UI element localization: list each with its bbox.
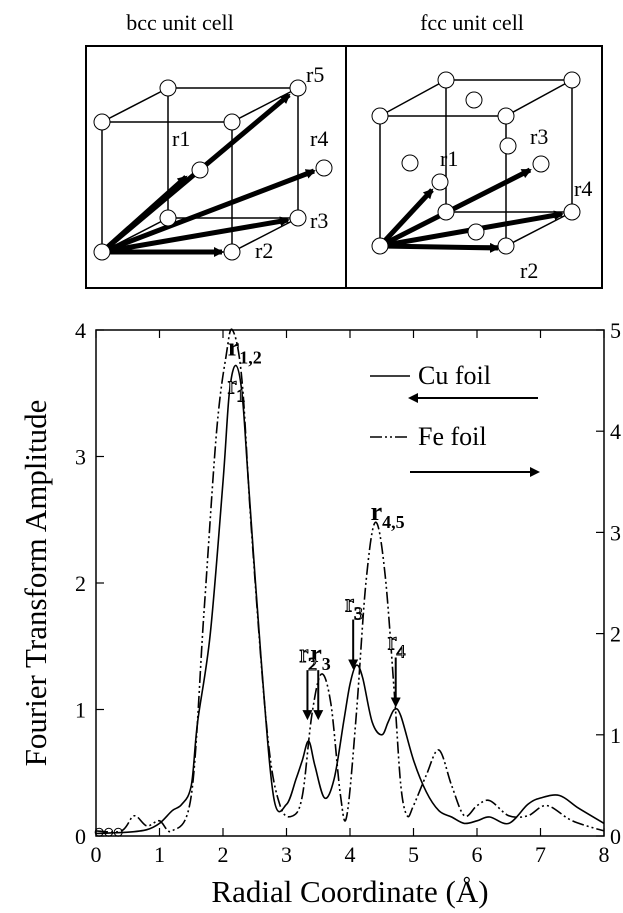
fcc-atom [497,237,515,255]
fcc-r1-arrow [378,188,434,248]
plot-frame [95,329,605,837]
y-tick-right-label: 1 [610,723,621,748]
annotation-r3_fe: r3 [345,588,363,670]
bcc-atom [289,79,307,97]
fcc-r3-arrow [378,167,532,249]
fcc-atoms [371,71,581,255]
fcc-label-r4: r4 [574,176,592,201]
bcc-r4-arrow [101,168,316,255]
bcc-center-atom [191,161,209,179]
annotation-r12_cu: r1,2 [228,332,262,367]
bcc-atom [289,209,307,227]
fcc-label-r1: r1 [440,146,458,171]
legend: Cu foil Fe foil [370,361,540,477]
x-tick-label: 2 [218,842,229,867]
y-tick-left-label: 1 [75,698,86,723]
bcc-atom [93,113,111,131]
fcc-face-atom [401,154,419,172]
y-tick-left-label: 2 [75,571,86,596]
unit-cell-panels: r1 r2 r3 r4 r5 r1 r2 r3 r4 [85,45,603,289]
x-tick-label: 4 [345,842,356,867]
y-ticks-right: 0 1 2 3 4 5 [596,318,621,849]
bcc-panel-title: bcc unit cell [126,10,234,35]
y-tick-left-label: 0 [75,824,86,849]
fcc-face-atom [467,223,485,241]
fcc-face-atom [532,155,550,173]
fcc-atom [371,107,389,125]
bcc-label-r1: r1 [172,126,190,151]
bcc-label-r5: r5 [306,62,324,87]
bcc-atom [159,209,177,227]
fcc-panel-frame [345,45,603,289]
y-tick-left-label: 4 [75,318,86,343]
series-fe-foil-line [95,328,605,833]
fcc-r2-arrow [379,242,500,253]
legend-fe-label: Fe foil [418,422,487,451]
series-layer [94,328,605,837]
x-tick-label: 0 [91,842,102,867]
y-tick-right-label: 3 [610,520,621,545]
fcc-atom [563,71,581,89]
bcc-atom [159,79,177,97]
fcc-face-atom [431,173,449,191]
bcc-atom [315,159,333,177]
x-tick-label: 5 [408,842,419,867]
annotation-label: r1 [228,370,246,405]
fcc-label-r3: r3 [530,124,548,149]
x-ticks: 0 1 2 3 4 5 6 7 8 [91,330,610,867]
bcc-r3-arrow [101,216,290,255]
bcc-atom [93,243,111,261]
annotation-label: r2 [299,639,317,674]
fcc-face-atom [499,137,517,155]
annotation-r2_fe: r2 [299,639,318,721]
annotation-r3_cu: r3 [310,639,331,721]
fcc-atom [563,203,581,221]
annotation-r4_fe: r4 [387,626,406,708]
annotation-label: r3 [345,589,363,624]
y-tick-right-label: 5 [610,318,621,343]
bcc-atoms [93,79,333,261]
bcc-atom [223,113,241,131]
annotation-r1_fe: r1 [227,370,246,406]
legend-cu-label: Cu foil [418,361,491,390]
x-axis-title: Radial Coordinate (Å) [211,874,488,909]
x-tick-label: 3 [281,842,292,867]
x-tick-label: 6 [472,842,483,867]
y-ticks-left: 0 1 2 3 4 [75,318,104,849]
fcc-atom [437,71,455,89]
bcc-vectors [100,93,316,257]
fcc-label-r2: r2 [520,258,538,283]
origin-marker [104,827,114,837]
y-axis-title: Fourier Transform Amplitude [18,400,53,767]
fcc-atom [497,107,515,125]
y-tick-right-label: 2 [610,622,621,647]
bcc-label-r3: r3 [310,208,328,233]
x-tick-label: 7 [535,842,546,867]
x-tick-label: 1 [154,842,165,867]
fcc-atom [371,237,389,255]
origin-marker [94,827,104,837]
annotation-label: r1,2 [228,332,262,367]
fcc-face-atom [465,91,483,109]
origin-marker [113,827,123,837]
bcc-atom [223,243,241,261]
annotation-label: r4,5 [371,497,405,532]
annotation-r45_cu: r4,5 [371,497,405,532]
fcc-atom [437,203,455,221]
y-tick-right-label: 0 [610,824,621,849]
bcc-label-r2: r2 [255,238,273,263]
y-tick-right-label: 4 [610,419,621,444]
bcc-label-r4: r4 [310,126,328,151]
x-tick-label: 8 [599,842,610,867]
y-tick-left-label: 3 [75,445,86,470]
annotation-label: r4 [388,627,406,662]
series-cu-foil-line [95,364,605,835]
annotation-label: r3 [310,639,331,674]
fcc-panel-title: fcc unit cell [420,10,524,35]
